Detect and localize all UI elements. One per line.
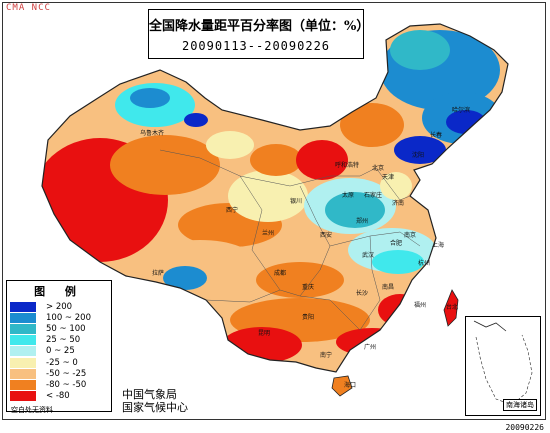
legend-row: -50 ~ -25 bbox=[7, 368, 111, 379]
south-china-sea-inset: 南海诸岛 bbox=[465, 316, 541, 416]
city-label: 杭州 bbox=[418, 260, 431, 267]
inset-label: 南海诸岛 bbox=[503, 399, 537, 411]
legend-row: < -80 bbox=[7, 391, 111, 402]
city-label: 长春 bbox=[430, 132, 443, 139]
legend: 图 例 > 200 100 ~ 200 50 ~ 100 25 ~ 50 0 ~ 25-… bbox=[6, 280, 112, 414]
map-frame bbox=[2, 2, 546, 420]
city-label: 呼和浩特 bbox=[335, 162, 360, 169]
city-label: 石家庄 bbox=[364, 192, 383, 199]
city-label: 广州 bbox=[364, 344, 377, 351]
legend-swatch bbox=[10, 391, 36, 402]
city-label: 西宁 bbox=[226, 207, 239, 214]
legend-label: 0 ~ 25 bbox=[46, 346, 75, 357]
legend-swatch bbox=[10, 357, 36, 368]
legend-swatch bbox=[10, 301, 36, 312]
legend-swatch bbox=[10, 335, 36, 346]
city-label: 合肥 bbox=[390, 240, 403, 247]
legend-row: 50 ~ 100 bbox=[7, 323, 111, 334]
date-range: 20090113--20090226 bbox=[181, 39, 331, 53]
city-label: 乌鲁木齐 bbox=[140, 130, 165, 137]
city-label: 南宁 bbox=[320, 352, 333, 359]
city-label: 拉萨 bbox=[152, 270, 165, 277]
org-line-2: 国家气候中心 bbox=[122, 401, 188, 414]
city-label: 海口 bbox=[344, 382, 357, 389]
legend-label: -50 ~ -25 bbox=[46, 368, 87, 379]
city-label: 成都 bbox=[274, 270, 287, 277]
city-label: 北京 bbox=[372, 165, 385, 172]
legend-swatch bbox=[10, 368, 36, 379]
legend-label: 50 ~ 100 bbox=[46, 323, 86, 334]
city-label: 重庆 bbox=[302, 284, 315, 291]
city-label: 银川 bbox=[290, 198, 303, 205]
legend-swatch bbox=[10, 312, 36, 323]
city-label: 哈尔滨 bbox=[452, 107, 471, 114]
city-label: 济南 bbox=[392, 200, 405, 207]
legend-label: > 200 bbox=[46, 301, 73, 312]
legend-row: -80 ~ -50 bbox=[7, 379, 111, 390]
legend-title: 图 例 bbox=[34, 285, 84, 298]
org-credit: 中国气象局 国家气候中心 bbox=[122, 388, 188, 414]
city-label: 福州 bbox=[414, 302, 427, 309]
legend-swatch bbox=[10, 323, 36, 334]
legend-row: -25 ~ 0 bbox=[7, 357, 111, 368]
city-label: 台北 bbox=[446, 304, 459, 311]
legend-row: 100 ~ 200 bbox=[7, 312, 111, 323]
city-label: 长沙 bbox=[356, 290, 369, 297]
city-label: 昆明 bbox=[258, 330, 271, 337]
legend-swatch bbox=[10, 346, 36, 357]
legend-label: 100 ~ 200 bbox=[46, 312, 91, 323]
city-label: 西安 bbox=[320, 232, 333, 239]
city-label: 郑州 bbox=[356, 218, 369, 225]
city-label: 沈阳 bbox=[412, 152, 425, 159]
city-label: 武汉 bbox=[362, 252, 375, 259]
map-title: 全国降水量距平百分率图（单位：%） bbox=[149, 19, 370, 34]
date-code: 20090226 bbox=[505, 423, 544, 432]
city-label: 天津 bbox=[382, 174, 395, 181]
city-label: 兰州 bbox=[262, 230, 275, 237]
city-label: 南昌 bbox=[382, 284, 395, 291]
city-label: 贵阳 bbox=[302, 314, 315, 321]
org-line-1: 中国气象局 bbox=[122, 388, 177, 401]
legend-label: < -80 bbox=[46, 391, 70, 402]
legend-note: 空白处无资料 bbox=[11, 405, 53, 414]
city-label: 上海 bbox=[432, 242, 445, 249]
legend-label: 25 ~ 50 bbox=[46, 335, 81, 346]
legend-label: -25 ~ 0 bbox=[46, 357, 78, 368]
legend-row: 0 ~ 25 bbox=[7, 346, 111, 357]
legend-row: 25 ~ 50 bbox=[7, 335, 111, 346]
title-box: 全国降水量距平百分率图（单位：%） 20090113--20090226 bbox=[148, 9, 370, 59]
city-label: 南京 bbox=[404, 232, 417, 239]
watermark: CMA NCC bbox=[6, 3, 51, 13]
city-label: 太原 bbox=[342, 192, 355, 199]
legend-swatch bbox=[10, 379, 36, 390]
legend-row: > 200 bbox=[7, 301, 111, 312]
legend-label: -80 ~ -50 bbox=[46, 379, 87, 390]
